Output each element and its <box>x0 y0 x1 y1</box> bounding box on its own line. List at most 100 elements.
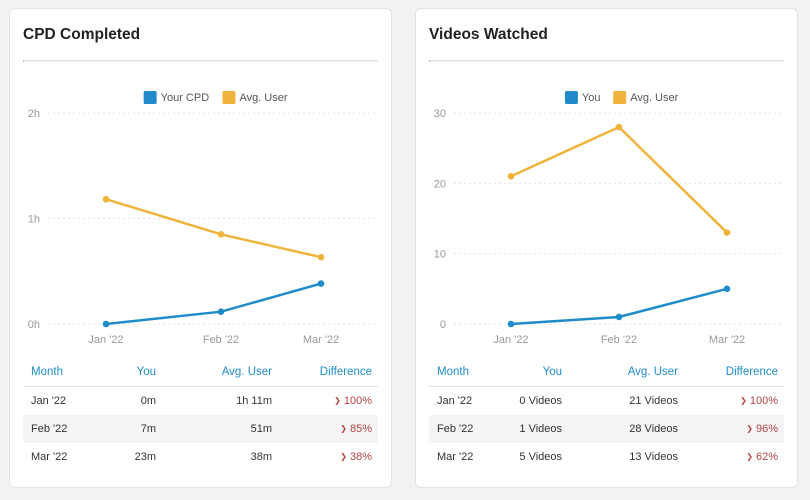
table-row: Jan '22 0m 1h 11m ❯ 100% <box>23 387 378 415</box>
data-point <box>615 313 623 321</box>
data-point <box>507 173 515 180</box>
table-row: Feb '22 1 Videos 28 Videos ❯ 96% <box>429 415 784 443</box>
cell-you: 5 Videos <box>519 451 562 463</box>
table-row: Mar '22 5 Videos 13 Videos ❯ 62% <box>429 443 784 471</box>
x-tick-label: Feb '22 <box>601 334 637 346</box>
cell-you: 23m <box>134 451 156 463</box>
cell-difference: ❯ 38% <box>272 451 378 463</box>
chart-legend: Your CPD Avg. User <box>143 91 288 104</box>
header-you[interactable]: You <box>136 366 156 378</box>
difference-value: 38% <box>349 451 372 463</box>
videos-watched-card: Videos Watched 0 10 20 30 Jan '22 Feb '22 Mar … <box>415 8 798 488</box>
videos-table: Month You Avg. User Difference Jan '22 0… <box>429 358 784 471</box>
cell-difference: ❯ 85% <box>272 423 378 435</box>
table-header: Month You Avg. User Difference <box>23 358 378 387</box>
header-you[interactable]: You <box>542 366 562 378</box>
table-row: Mar '22 23m 38m ❯ 38% <box>23 443 378 471</box>
videos-line-chart: 0 10 20 30 Jan '22 Feb '22 Mar '22 You Avg. User <box>434 91 781 346</box>
data-point <box>102 320 110 328</box>
card-title: Videos Watched <box>429 26 548 43</box>
cell-month: Feb '22 <box>437 423 474 435</box>
card-divider <box>429 60 784 62</box>
cell-month: Jan '22 <box>31 395 67 407</box>
chevron-down-icon: ❯ <box>746 424 753 433</box>
data-point <box>507 320 515 328</box>
table-row: Feb '22 7m 51m ❯ 85% <box>23 415 378 443</box>
series-line <box>510 125 728 234</box>
chevron-down-icon: ❯ <box>740 396 747 405</box>
cell-avg-user: 38m <box>250 451 272 463</box>
chevron-down-icon: ❯ <box>746 452 753 461</box>
cell-month: Mar '22 <box>437 451 474 463</box>
cell-avg-user: 21 Videos <box>629 395 678 407</box>
data-point <box>723 229 731 236</box>
chart-legend: You Avg. User <box>564 91 679 104</box>
cell-you: 7m <box>140 423 156 435</box>
cell-difference: ❯ 100% <box>678 395 784 407</box>
data-point <box>723 285 731 293</box>
data-point <box>317 253 325 261</box>
chevron-down-icon: ❯ <box>340 424 347 433</box>
header-month[interactable]: Month <box>437 366 469 378</box>
cell-difference: ❯ 100% <box>272 395 378 407</box>
x-tick-label: Mar '22 <box>709 334 745 346</box>
cell-avg-user: 28 Videos <box>629 423 678 435</box>
cell-avg-user: 13 Videos <box>629 451 678 463</box>
cell-difference: ❯ 96% <box>678 423 784 435</box>
card-divider <box>23 60 378 62</box>
legend-swatch <box>222 91 236 104</box>
legend-swatch <box>613 91 627 104</box>
header-avg-user[interactable]: Avg. User <box>221 366 272 378</box>
y-tick-label: 2h <box>28 108 40 120</box>
table-row: Jan '22 0 Videos 21 Videos ❯ 100% <box>429 387 784 415</box>
header-month[interactable]: Month <box>31 366 63 378</box>
data-point <box>615 123 623 131</box>
chevron-down-icon: ❯ <box>340 452 347 461</box>
y-tick-label: 30 <box>434 108 446 120</box>
cell-difference: ❯ 62% <box>678 451 784 463</box>
series-line <box>105 197 322 259</box>
y-tick-label: 10 <box>434 249 446 261</box>
data-point <box>217 308 225 315</box>
y-tick-label: 0 <box>440 319 446 331</box>
cell-month: Mar '22 <box>31 451 68 463</box>
legend-swatch <box>564 91 578 104</box>
cpd-completed-card: CPD Completed 0h 1h 2h Jan '22 Feb '22 Mar '2… <box>9 8 392 488</box>
y-tick-label: 20 <box>434 178 446 190</box>
difference-value: 62% <box>755 451 778 463</box>
data-point <box>317 280 325 287</box>
cell-you: 0m <box>140 395 156 407</box>
difference-value: 85% <box>349 423 372 435</box>
y-tick-label: 0h <box>28 319 40 331</box>
legend-label: Your CPD <box>161 92 210 104</box>
x-tick-label: Mar '22 <box>303 334 339 346</box>
cell-avg-user: 51m <box>250 423 272 435</box>
difference-value: 100% <box>343 395 372 407</box>
legend-label: You <box>582 92 601 104</box>
table-header: Month You Avg. User Difference <box>429 358 784 387</box>
x-tick-label: Jan '22 <box>493 334 528 346</box>
cell-month: Jan '22 <box>437 395 473 407</box>
header-difference[interactable]: Difference <box>725 366 778 378</box>
cpd-table: Month You Avg. User Difference Jan '22 0… <box>23 358 378 471</box>
x-tick-label: Feb '22 <box>203 334 239 346</box>
data-point <box>217 231 225 238</box>
legend-label: Avg. User <box>630 92 678 104</box>
header-avg-user[interactable]: Avg. User <box>627 366 678 378</box>
cell-avg-user: 1h 11m <box>236 395 272 407</box>
data-point <box>102 195 110 203</box>
series-line <box>105 282 322 326</box>
cell-month: Feb '22 <box>31 423 68 435</box>
cell-you: 0 Videos <box>519 395 562 407</box>
header-difference[interactable]: Difference <box>319 366 372 378</box>
cpd-line-chart: 0h 1h 2h Jan '22 Feb '22 Mar '22 Your CPD Avg. … <box>28 91 375 346</box>
y-tick-label: 1h <box>28 214 40 226</box>
difference-value: 96% <box>755 423 778 435</box>
card-title: CPD Completed <box>23 26 141 43</box>
cell-you: 1 Videos <box>519 423 562 435</box>
legend-swatch <box>143 91 157 104</box>
legend-label: Avg. User <box>239 92 287 104</box>
x-tick-label: Jan '22 <box>88 334 123 346</box>
difference-value: 100% <box>749 395 778 407</box>
chevron-down-icon: ❯ <box>334 396 341 405</box>
